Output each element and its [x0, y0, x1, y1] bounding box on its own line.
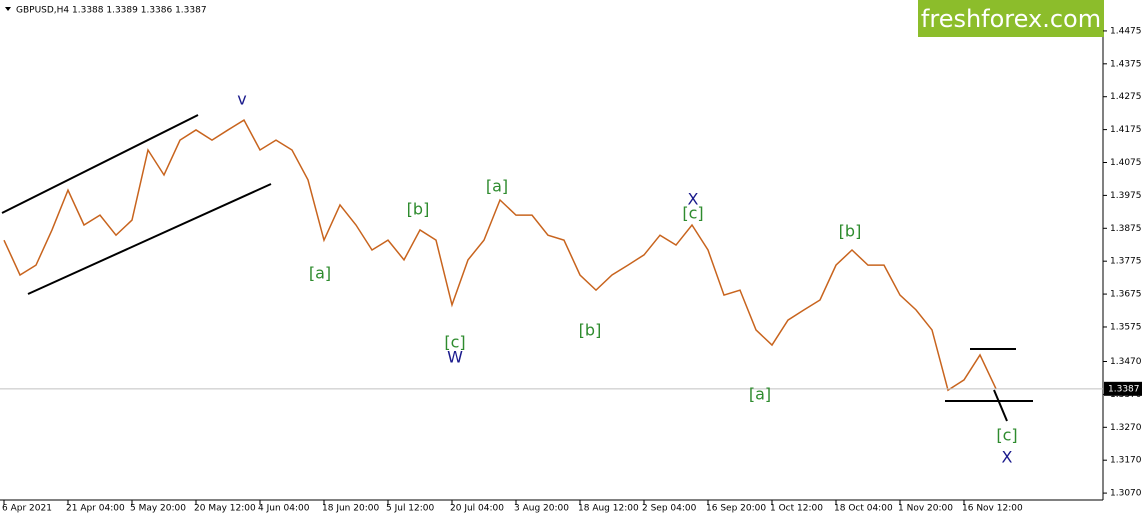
wave-label: [c] — [444, 333, 465, 352]
wave-label: X — [1002, 448, 1013, 467]
x-tick-label: 3 Aug 20:00 — [514, 504, 569, 514]
price-tag-label: 1.3387 — [1108, 384, 1140, 394]
y-tick-label: 1.3270 — [1110, 423, 1142, 433]
x-tick-label: 20 May 12:00 — [194, 504, 256, 514]
wave-label: [c] — [682, 204, 703, 223]
x-tick-label: 20 Jul 04:00 — [450, 504, 504, 514]
channel-line — [27, 183, 272, 295]
y-tick-label: 1.4475 — [1110, 26, 1142, 36]
chart-title: GBPUSD,H4 1.3388 1.3389 1.3386 1.3387 — [16, 6, 207, 16]
wave-label: [b] — [579, 321, 602, 340]
x-tick-label: 16 Nov 12:00 — [962, 504, 1023, 514]
wave-label: [a] — [749, 385, 771, 404]
y-tick-label: 1.3170 — [1110, 456, 1142, 466]
logo: freshforex.com — [921, 5, 1101, 33]
y-tick-label: 1.3070 — [1110, 489, 1142, 499]
x-tick-label: 1 Oct 12:00 — [770, 504, 823, 514]
wave-label: v — [237, 90, 246, 109]
wave-label: [c] — [996, 426, 1017, 445]
projection-line — [993, 389, 1008, 422]
x-tick-label: 4 Jun 04:00 — [258, 504, 310, 514]
x-tick-label: 18 Jun 20:00 — [322, 504, 379, 514]
x-tick-label: 18 Oct 04:00 — [834, 504, 893, 514]
x-tick-label: 16 Sep 20:00 — [706, 504, 766, 514]
y-tick-label: 1.3470 — [1110, 357, 1142, 367]
wave-label: W — [447, 348, 463, 367]
wave-label: [b] — [839, 222, 862, 241]
y-tick-label: 1.3575 — [1110, 322, 1142, 332]
x-tick-label: 2 Sep 04:00 — [642, 504, 697, 514]
y-tick-label: 1.3875 — [1110, 224, 1142, 234]
menu-arrow — [5, 7, 11, 11]
wave-label: [a] — [486, 177, 508, 196]
x-tick-label: 18 Aug 12:00 — [578, 504, 639, 514]
y-tick-label: 1.4175 — [1110, 125, 1142, 135]
logo-box — [918, 0, 1104, 37]
y-tick-label: 1.4075 — [1110, 158, 1142, 168]
channel-line — [1, 114, 199, 214]
wave-label: [b] — [407, 200, 430, 219]
y-tick-label: 1.3675 — [1110, 290, 1142, 300]
price-tag — [1104, 381, 1142, 396]
x-tick-label: 21 Apr 04:00 — [66, 504, 125, 514]
x-tick-label: 1 Nov 20:00 — [898, 504, 953, 514]
x-tick-label: 6 Apr 2021 — [2, 504, 52, 514]
y-tick-label: 1.4375 — [1110, 59, 1142, 69]
wave-label: [a] — [309, 264, 331, 283]
wave-label: X — [688, 190, 699, 209]
y-tick-label: 1.3775 — [1110, 257, 1142, 267]
price-line — [3, 119, 997, 392]
x-tick-label: 5 May 20:00 — [130, 504, 186, 514]
y-tick-label: 1.4275 — [1110, 92, 1142, 102]
x-tick-label: 5 Jul 12:00 — [386, 504, 435, 514]
y-tick-label: 1.3975 — [1110, 191, 1142, 201]
